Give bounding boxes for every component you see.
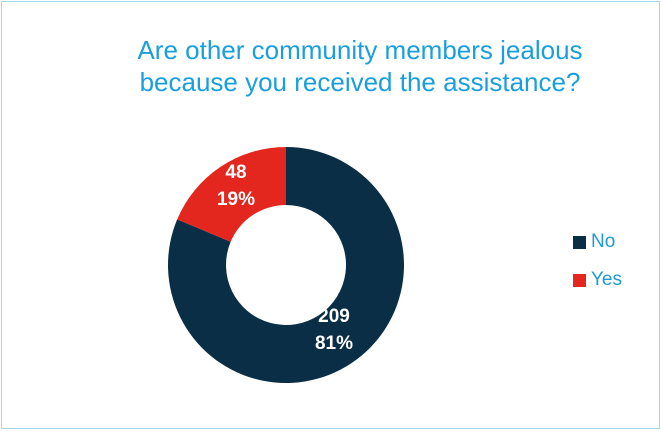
donut-slice-yes bbox=[177, 147, 286, 242]
legend-item-no: No bbox=[573, 230, 622, 254]
donut-slice-no bbox=[167, 147, 404, 384]
legend-swatch-no bbox=[573, 235, 586, 249]
legend-label-no: No bbox=[591, 231, 616, 252]
data-label-value-yes: 48 bbox=[225, 162, 246, 183]
chart-title-line-2: because you received the assistance? bbox=[139, 67, 581, 97]
data-label-value-no: 209 bbox=[318, 306, 350, 327]
chart-title-line-1: Are other community members jealous bbox=[137, 35, 583, 65]
chart-title: Are other community members jealous beca… bbox=[60, 34, 660, 98]
legend-item-yes: Yes bbox=[573, 268, 622, 292]
chart-legend: No Yes bbox=[573, 230, 622, 306]
legend-swatch-yes bbox=[573, 273, 586, 287]
data-label-percent-no: 81% bbox=[315, 333, 353, 354]
legend-label-yes: Yes bbox=[591, 269, 622, 290]
data-label-percent-yes: 19% bbox=[217, 189, 255, 210]
